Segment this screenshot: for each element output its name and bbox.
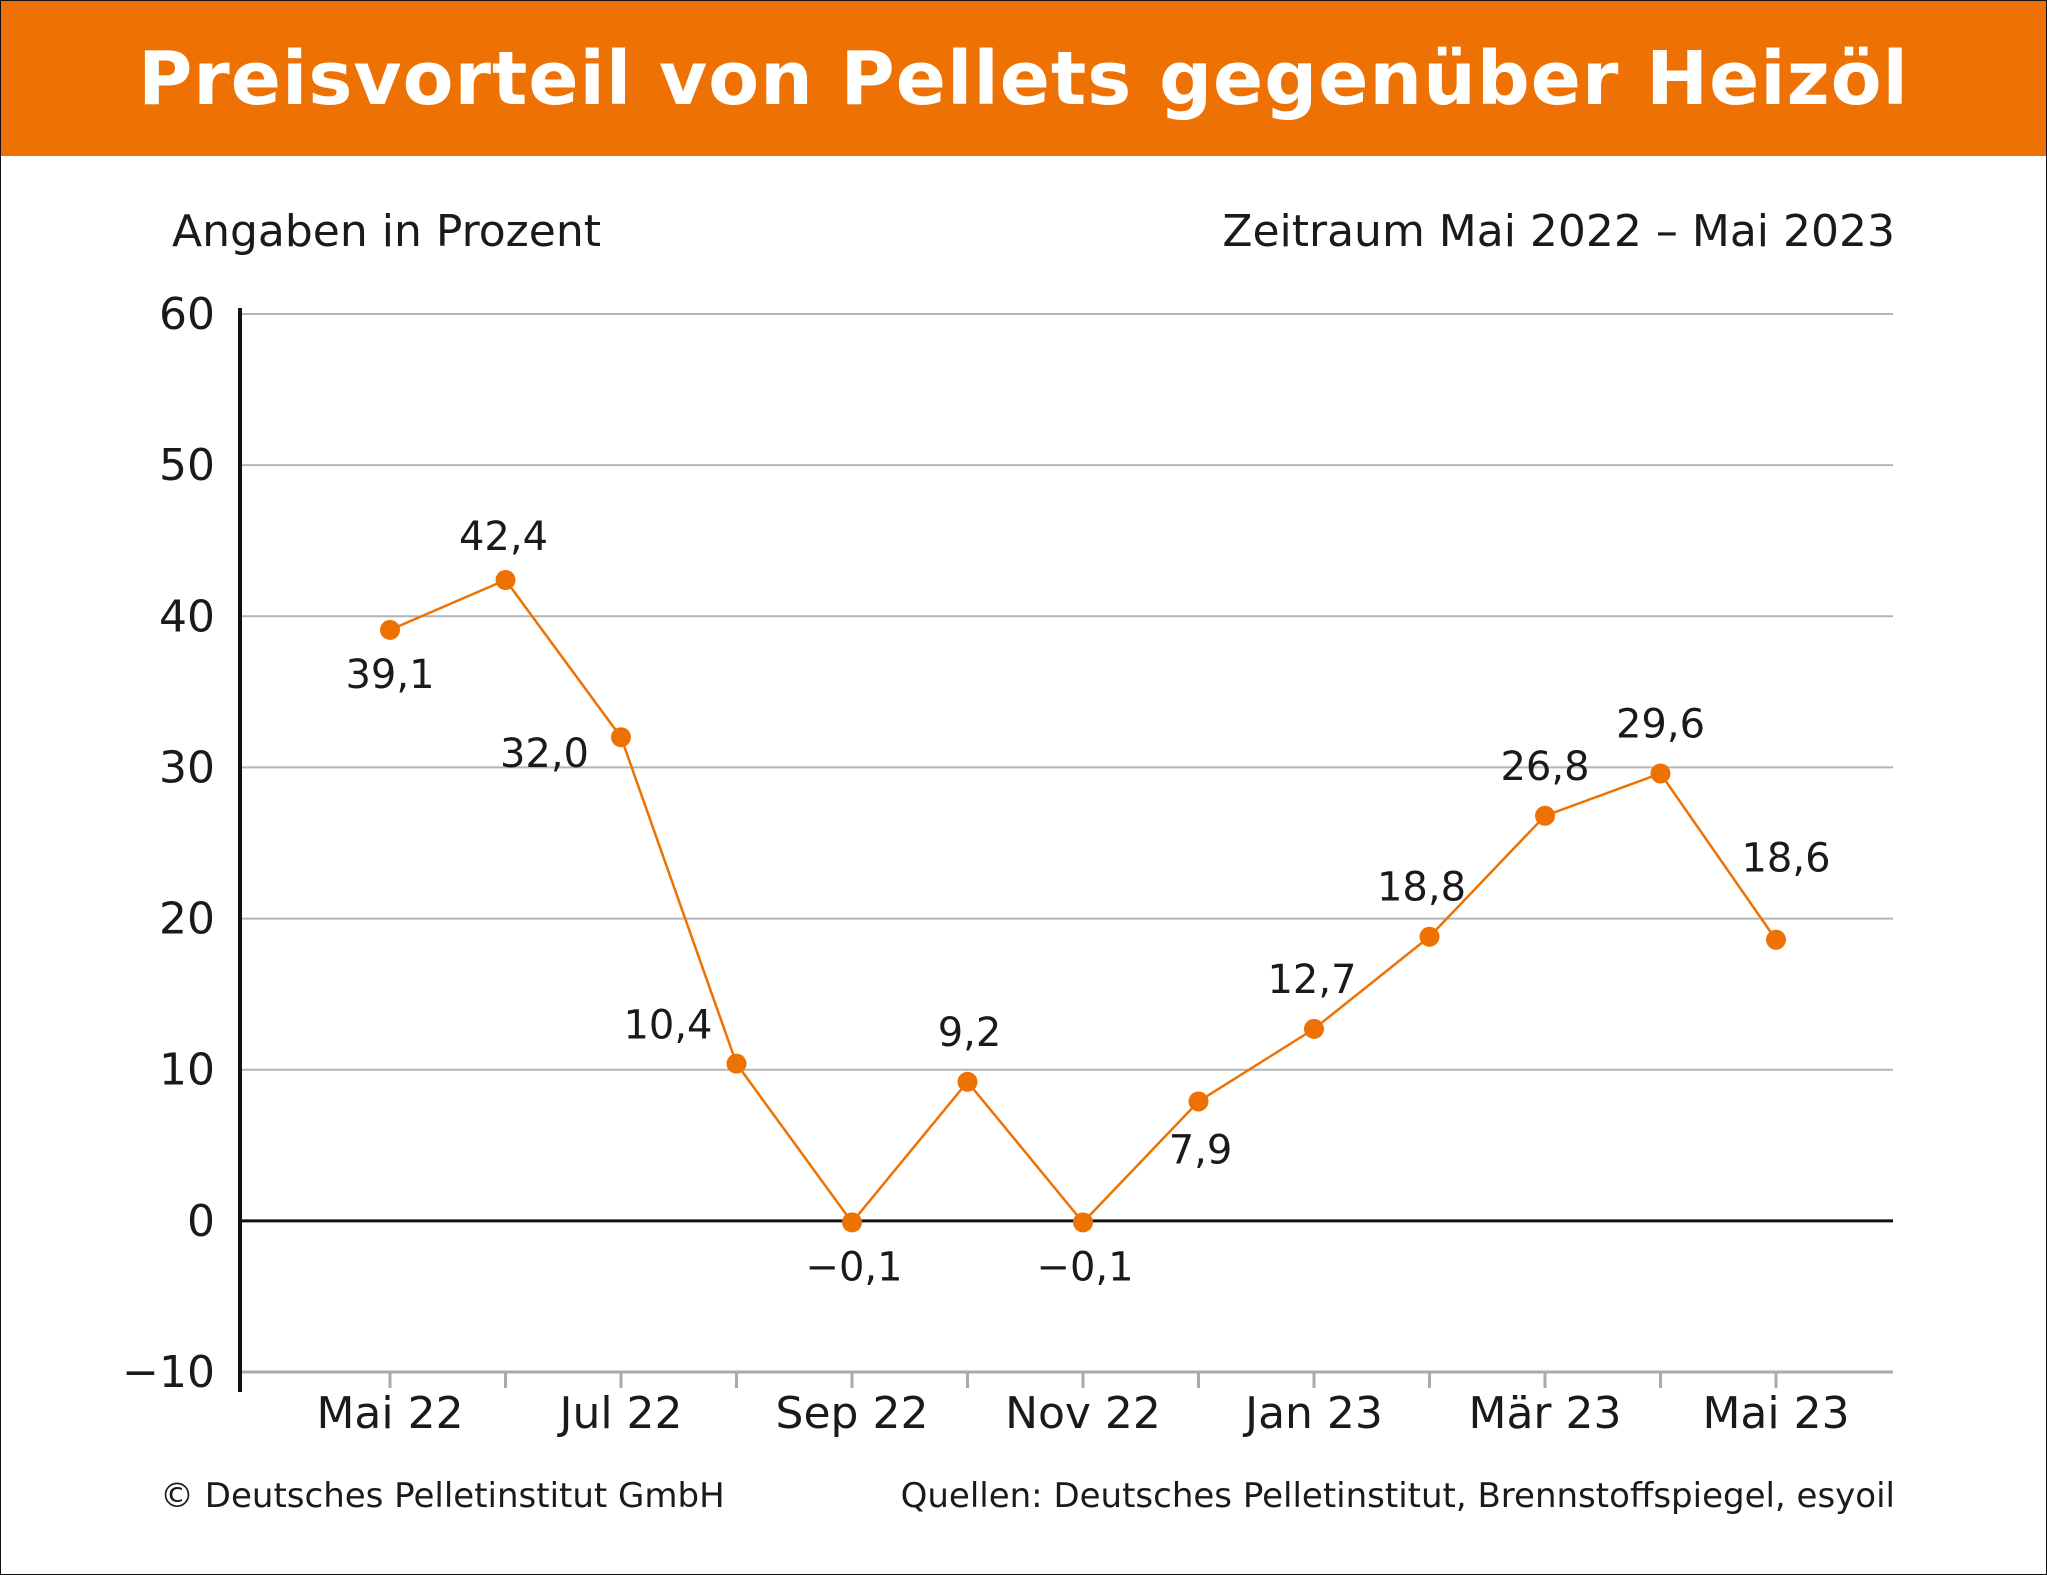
copyright-note: © Deutsches Pelletinstitut GmbH — [160, 1476, 725, 1516]
data-label: 9,2 — [938, 1010, 1002, 1056]
y-tick-label: 60 — [159, 289, 215, 340]
data-point — [726, 1053, 747, 1074]
x-tick-label: Mär 23 — [1469, 1388, 1622, 1439]
y-tick-label: 40 — [159, 591, 215, 642]
data-point — [1766, 929, 1786, 950]
source-note: Quellen: Deutsches Pelletinstitut, Brenn… — [900, 1476, 1895, 1516]
x-tick-label: Nov 22 — [1005, 1388, 1161, 1439]
series-line — [389, 578, 1778, 1225]
x-tick-label: Jul 22 — [556, 1388, 682, 1439]
data-point — [1304, 1018, 1324, 1039]
title-bar: Preisvorteil von Pellets gegenüber Heizö… — [1, 1, 2046, 156]
data-label: 29,6 — [1616, 701, 1705, 747]
data-label: 32,0 — [500, 731, 589, 777]
data-point — [495, 570, 516, 591]
data-point — [1419, 926, 1440, 947]
chart-title: Preisvorteil von Pellets gegenüber Heizö… — [138, 35, 1909, 122]
data-point — [1073, 1212, 1093, 1233]
x-tick-label: Mai 22 — [316, 1388, 463, 1439]
unit-label: Angaben in Prozent — [172, 206, 601, 257]
y-tick-label: 0 — [187, 1196, 215, 1247]
y-tick-label: 10 — [159, 1045, 215, 1096]
data-point — [842, 1212, 862, 1233]
data-label: 18,6 — [1741, 836, 1830, 882]
data-point — [1535, 805, 1555, 826]
x-tick-label: Jan 23 — [1242, 1388, 1383, 1439]
data-point — [611, 727, 631, 748]
data-label: −0,1 — [805, 1244, 902, 1290]
data-label: 42,4 — [459, 514, 548, 560]
y-tick-label: 50 — [159, 440, 215, 491]
data-point — [1650, 763, 1671, 784]
data-label: 7,9 — [1169, 1127, 1233, 1173]
data-label: 39,1 — [345, 652, 434, 698]
x-tick-label: Sep 22 — [776, 1388, 929, 1439]
y-tick-label: 20 — [159, 894, 215, 945]
data-label: 26,8 — [1500, 744, 1589, 790]
data-point — [380, 619, 400, 640]
y-tick-label: −10 — [122, 1347, 215, 1398]
data-point — [1188, 1091, 1209, 1112]
y-tick-label: 30 — [159, 742, 215, 793]
period-label: Zeitraum Mai 2022 – Mai 2023 — [1222, 206, 1895, 257]
x-tick-label: Mai 23 — [1702, 1388, 1849, 1439]
data-point — [957, 1071, 978, 1092]
data-label: −0,1 — [1036, 1244, 1133, 1290]
data-label: 18,8 — [1377, 865, 1466, 911]
data-label: 10,4 — [623, 1003, 712, 1049]
data-label: 12,7 — [1267, 957, 1356, 1003]
